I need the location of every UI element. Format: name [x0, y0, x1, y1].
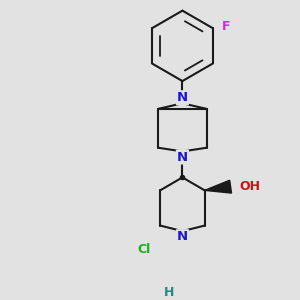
Text: H: H	[164, 286, 174, 299]
Text: N: N	[177, 91, 188, 104]
Text: N: N	[177, 151, 188, 164]
Text: F: F	[222, 20, 230, 33]
Text: N: N	[177, 230, 188, 243]
Polygon shape	[205, 180, 232, 193]
Text: OH: OH	[240, 180, 261, 193]
Text: Cl: Cl	[138, 243, 151, 256]
